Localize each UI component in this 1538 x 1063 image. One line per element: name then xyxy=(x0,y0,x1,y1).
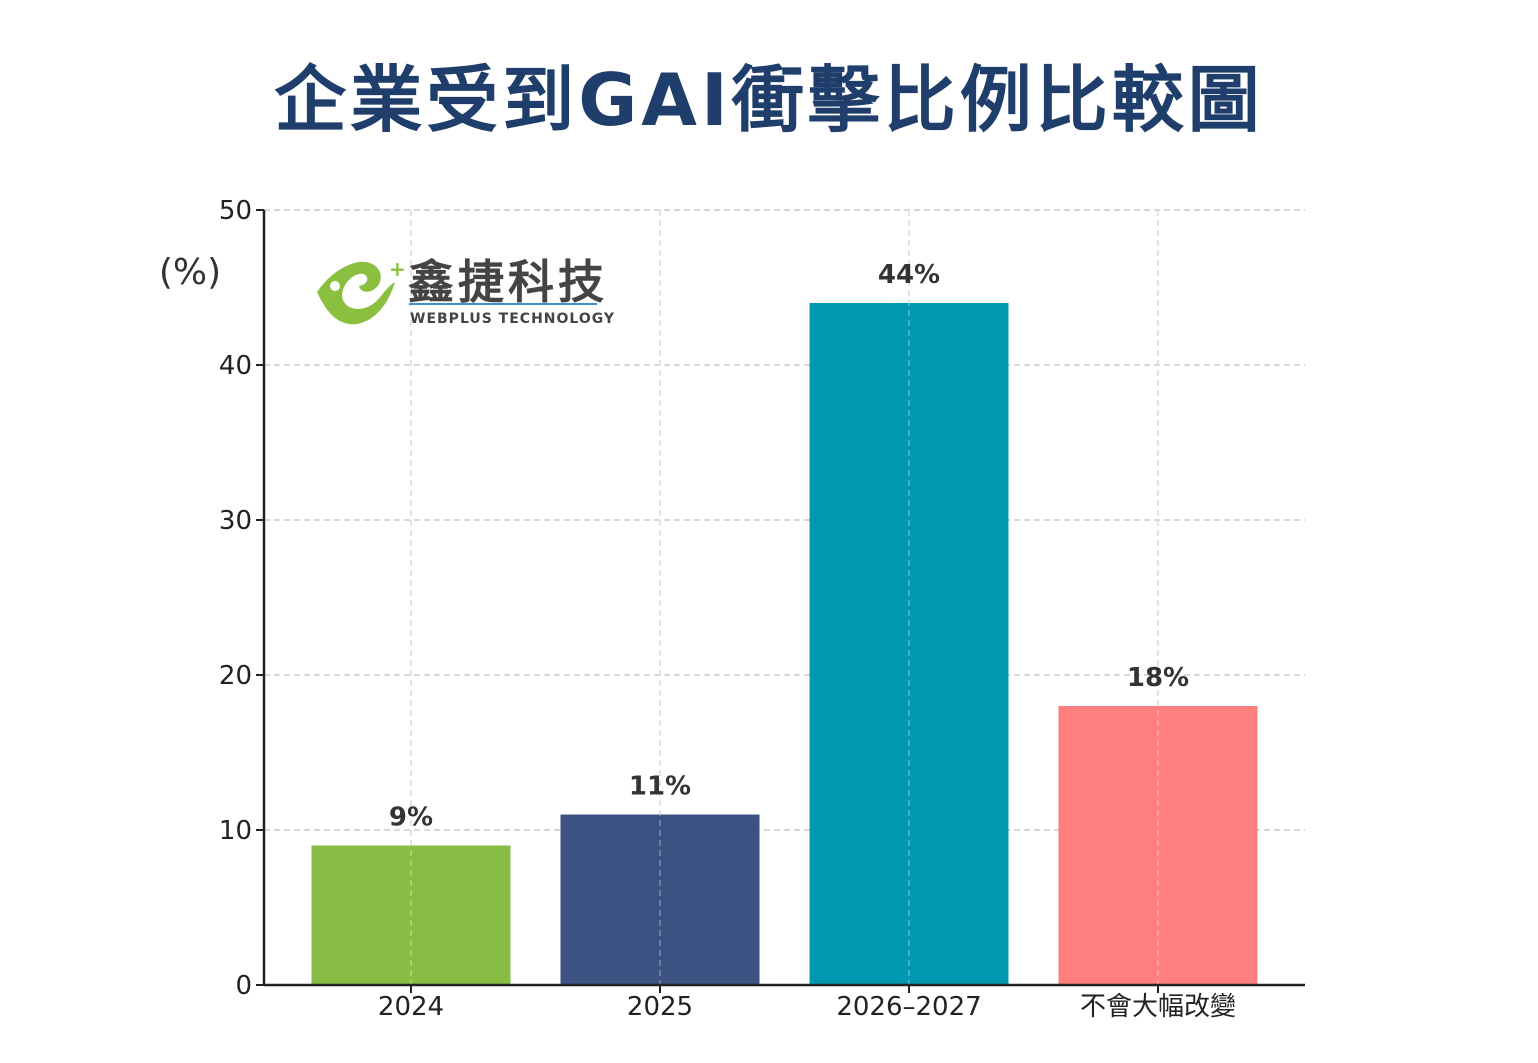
logo-name-cn: 鑫捷科技 xyxy=(408,255,608,309)
y-tick-label: 40 xyxy=(219,351,252,381)
bar-value-label: 44% xyxy=(878,260,940,290)
svg-text:+: + xyxy=(389,257,406,281)
company-logo: + 鑫捷科技 WEBPLUS TECHNOLOGY xyxy=(317,255,615,327)
webplus-leaf-logo-icon: + xyxy=(317,257,406,325)
y-tick-label: 0 xyxy=(235,971,252,1001)
y-tick-label: 10 xyxy=(219,816,252,846)
chart-title: 企業受到GAI衝擊比例比較圖 xyxy=(274,58,1264,142)
bar xyxy=(311,845,511,985)
labels: 0 10 20 30 40 50 2024 9% 2025 11% 2026–2027 44% 不會大幅… xyxy=(219,196,1236,1022)
y-tick-label: 50 xyxy=(219,196,252,226)
bars xyxy=(311,210,1258,985)
bar xyxy=(809,303,1009,985)
logo-name-en: WEBPLUS TECHNOLOGY xyxy=(410,311,615,327)
bar-value-label: 18% xyxy=(1127,663,1189,693)
bar xyxy=(1058,706,1258,985)
x-category-label: 2026–2027 xyxy=(836,992,981,1022)
x-category-label: 2025 xyxy=(627,992,693,1022)
y-axis-unit-label: (%) xyxy=(159,252,221,293)
y-tick-label: 30 xyxy=(219,506,252,536)
bar-value-label: 9% xyxy=(389,803,433,833)
bar-value-label: 11% xyxy=(629,772,691,802)
axes xyxy=(256,209,1305,993)
bar xyxy=(560,814,760,985)
x-category-label: 不會大幅改變 xyxy=(1080,992,1236,1022)
x-category-label: 2024 xyxy=(378,992,444,1022)
y-tick-label: 20 xyxy=(219,661,252,691)
